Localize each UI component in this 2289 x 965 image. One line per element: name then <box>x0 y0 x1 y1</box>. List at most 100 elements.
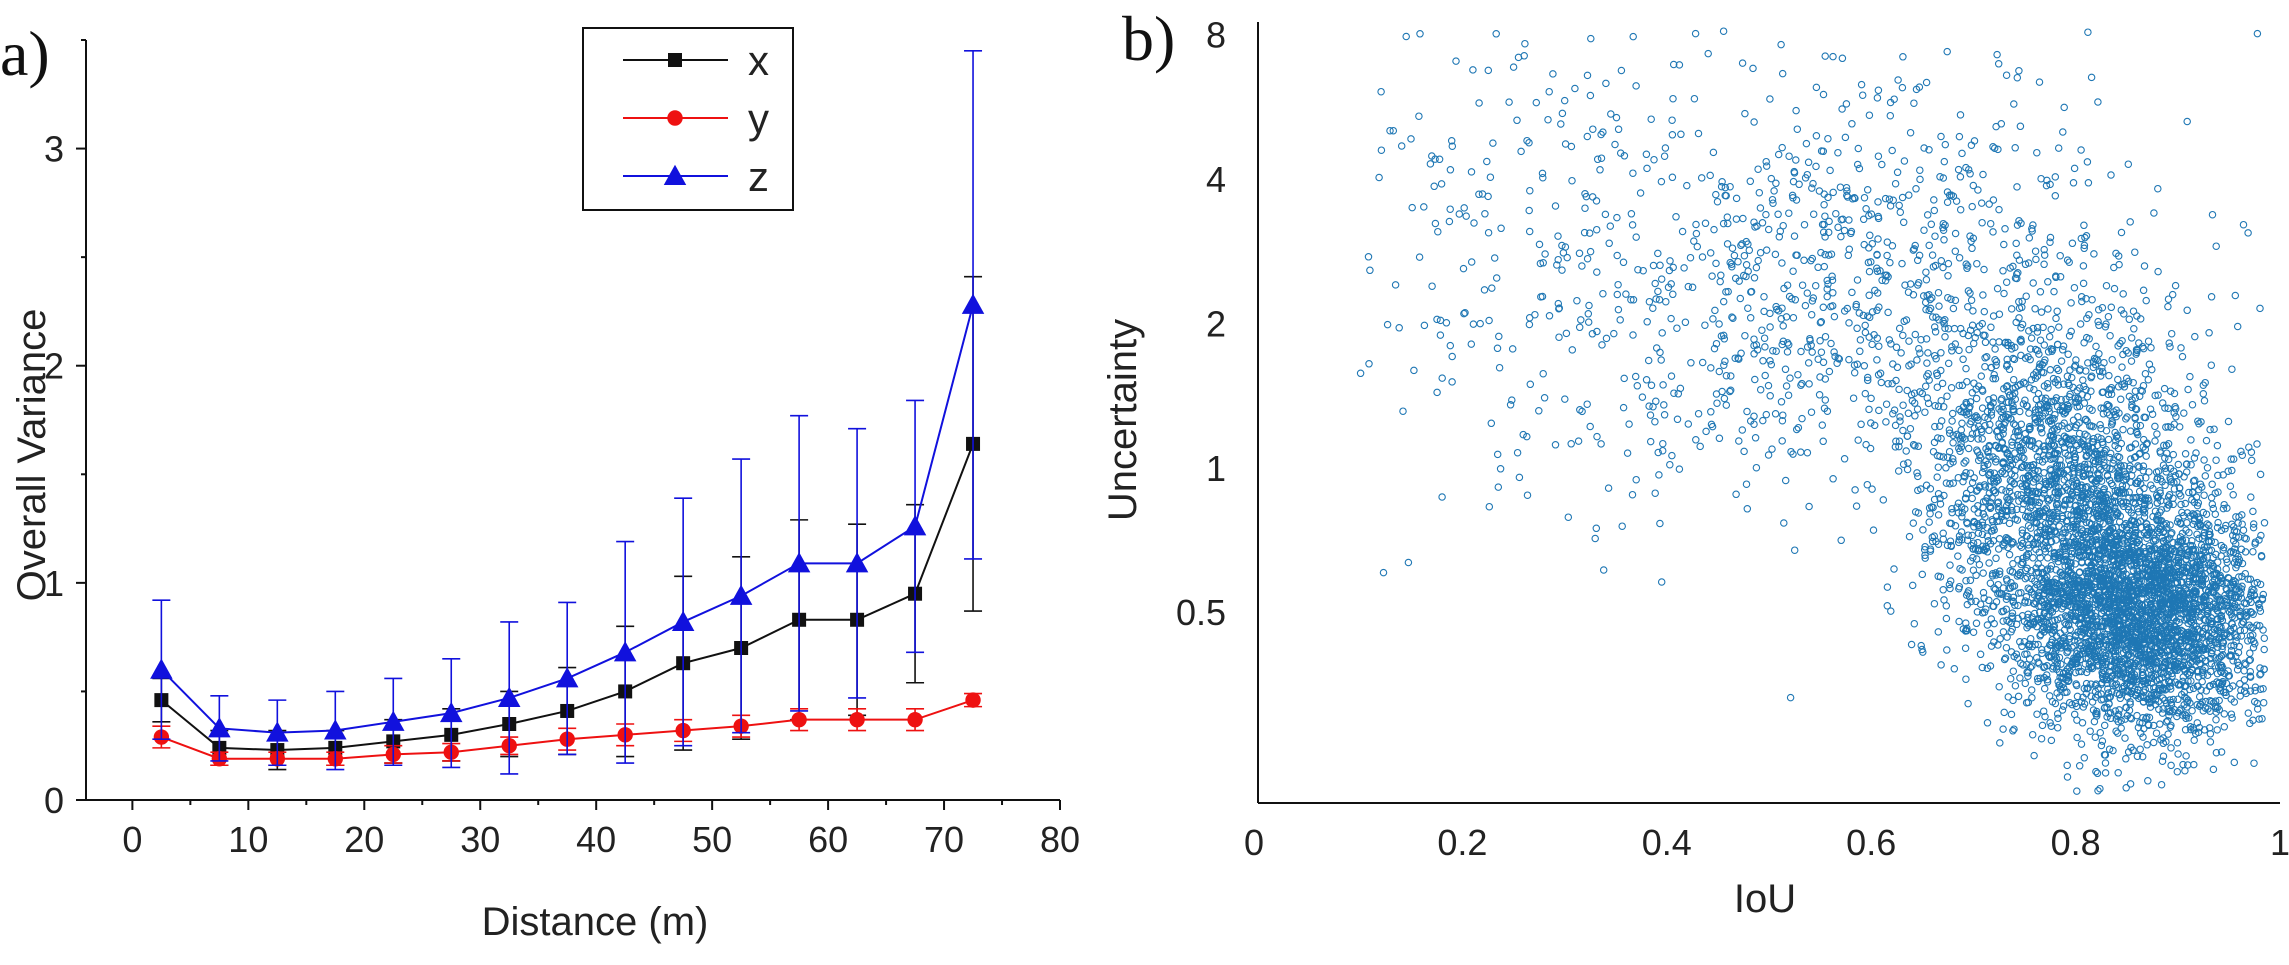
scatter-point <box>2008 567 2017 576</box>
scatter-point <box>2016 407 2024 416</box>
scatter-point <box>2209 504 2218 513</box>
scatter-point <box>2158 709 2167 717</box>
scatter-point <box>2083 432 2091 440</box>
scatter-point <box>2034 658 2042 667</box>
legend-marker <box>663 164 687 185</box>
scatter-point <box>2179 760 2187 769</box>
scatter-point <box>2219 543 2228 552</box>
scatter-point <box>2209 553 2217 562</box>
scatter-point <box>2166 585 2174 593</box>
scatter-point <box>2081 605 2090 614</box>
scatter-point <box>2217 597 2225 605</box>
scatter-point <box>1790 546 1799 554</box>
scatter-point <box>2167 678 2175 687</box>
scatter-point <box>2101 759 2110 767</box>
scatter-point <box>2237 632 2246 640</box>
scatter-point <box>2134 723 2143 732</box>
scatter-point <box>1668 116 1676 124</box>
scatter-point <box>2181 608 2189 616</box>
scatter-point <box>2009 667 2018 675</box>
scatter-point <box>2190 760 2198 769</box>
scatter-point <box>2193 701 2201 709</box>
scatter-point <box>1996 739 2004 747</box>
scatter-point <box>2124 651 2132 660</box>
scatter-point <box>2032 569 2040 577</box>
scatter-point <box>2229 455 2238 463</box>
scatter-point <box>2222 691 2230 700</box>
legend-label: x <box>748 37 769 84</box>
scatter-point <box>2141 369 2150 378</box>
scatter-point <box>2040 260 2048 269</box>
scatter-point <box>2238 620 2246 628</box>
scatter-point <box>2101 559 2109 567</box>
scatter-point <box>2055 693 2064 701</box>
scatter-point <box>2118 481 2127 490</box>
scatter-point <box>2037 734 2046 743</box>
scatter-point <box>2174 460 2183 469</box>
scatter-point <box>2088 566 2097 574</box>
scatter-point <box>2136 745 2144 754</box>
scatter-point <box>2053 659 2061 667</box>
scatter-point <box>2154 267 2162 276</box>
data-point <box>382 710 405 731</box>
scatter-point <box>2014 692 2023 701</box>
scatter-point <box>2246 672 2255 680</box>
data-point <box>787 552 811 573</box>
scatter-point <box>2212 715 2220 724</box>
scatter-point <box>2184 619 2192 627</box>
scatter-point <box>2106 449 2115 458</box>
scatter-point <box>2194 595 2202 604</box>
scatter-point <box>2200 560 2209 568</box>
scatter-point <box>2107 641 2116 649</box>
scatter-point <box>2010 725 2018 733</box>
x-tick-label: 70 <box>924 819 964 860</box>
scatter-point <box>1995 682 2003 691</box>
scatter-point <box>2052 644 2060 652</box>
scatter-point <box>2101 769 2110 777</box>
scatter-point <box>2207 614 2215 622</box>
scatter-point <box>2100 751 2109 759</box>
scatter-point <box>2206 425 2214 434</box>
scatter-point <box>2258 714 2266 723</box>
scatter-point <box>2202 687 2211 695</box>
scatter-point <box>2054 366 2063 375</box>
scatter-point <box>2246 687 2255 695</box>
scatter-point <box>2253 705 2262 713</box>
scatter-point <box>2189 652 2197 661</box>
scatter-point <box>2217 541 2226 550</box>
scatter-point <box>2056 629 2065 637</box>
scatter-point <box>2249 631 2257 639</box>
data-point <box>729 584 753 605</box>
scatter-point <box>1907 640 1916 649</box>
scatter-point <box>2164 730 2172 738</box>
scatter-point <box>2188 400 2197 409</box>
scatter-point <box>2187 725 2195 734</box>
scatter-point <box>2213 703 2222 712</box>
scatter-point <box>2073 692 2082 701</box>
scatter-point <box>1980 265 1988 274</box>
scatter-point <box>1939 586 1947 594</box>
scatter-point <box>1968 494 1976 503</box>
scatter-point <box>2210 425 2218 433</box>
scatter-point <box>2255 536 2263 544</box>
scatter-point <box>2145 556 2154 564</box>
scatter-point <box>2250 586 2258 595</box>
scatter-point <box>2255 600 2263 609</box>
scatter-point <box>2239 526 2248 534</box>
scatter-point <box>1934 628 1943 636</box>
scatter-point <box>2159 544 2167 552</box>
scatter-point <box>2242 611 2250 620</box>
scatter-point <box>2111 681 2119 690</box>
scatter-point <box>2038 649 2046 658</box>
scatter-point <box>2250 759 2258 767</box>
scatter-point <box>2231 577 2239 586</box>
scatter-point <box>2204 606 2212 614</box>
scatter-point <box>2229 604 2237 612</box>
scatter-point <box>2093 769 2102 778</box>
scatter-point <box>1962 675 1970 683</box>
scatter-point <box>1972 619 1981 628</box>
scatter-point <box>2066 366 2074 374</box>
scatter-point <box>2162 622 2170 630</box>
scatter-point <box>2009 696 2017 705</box>
